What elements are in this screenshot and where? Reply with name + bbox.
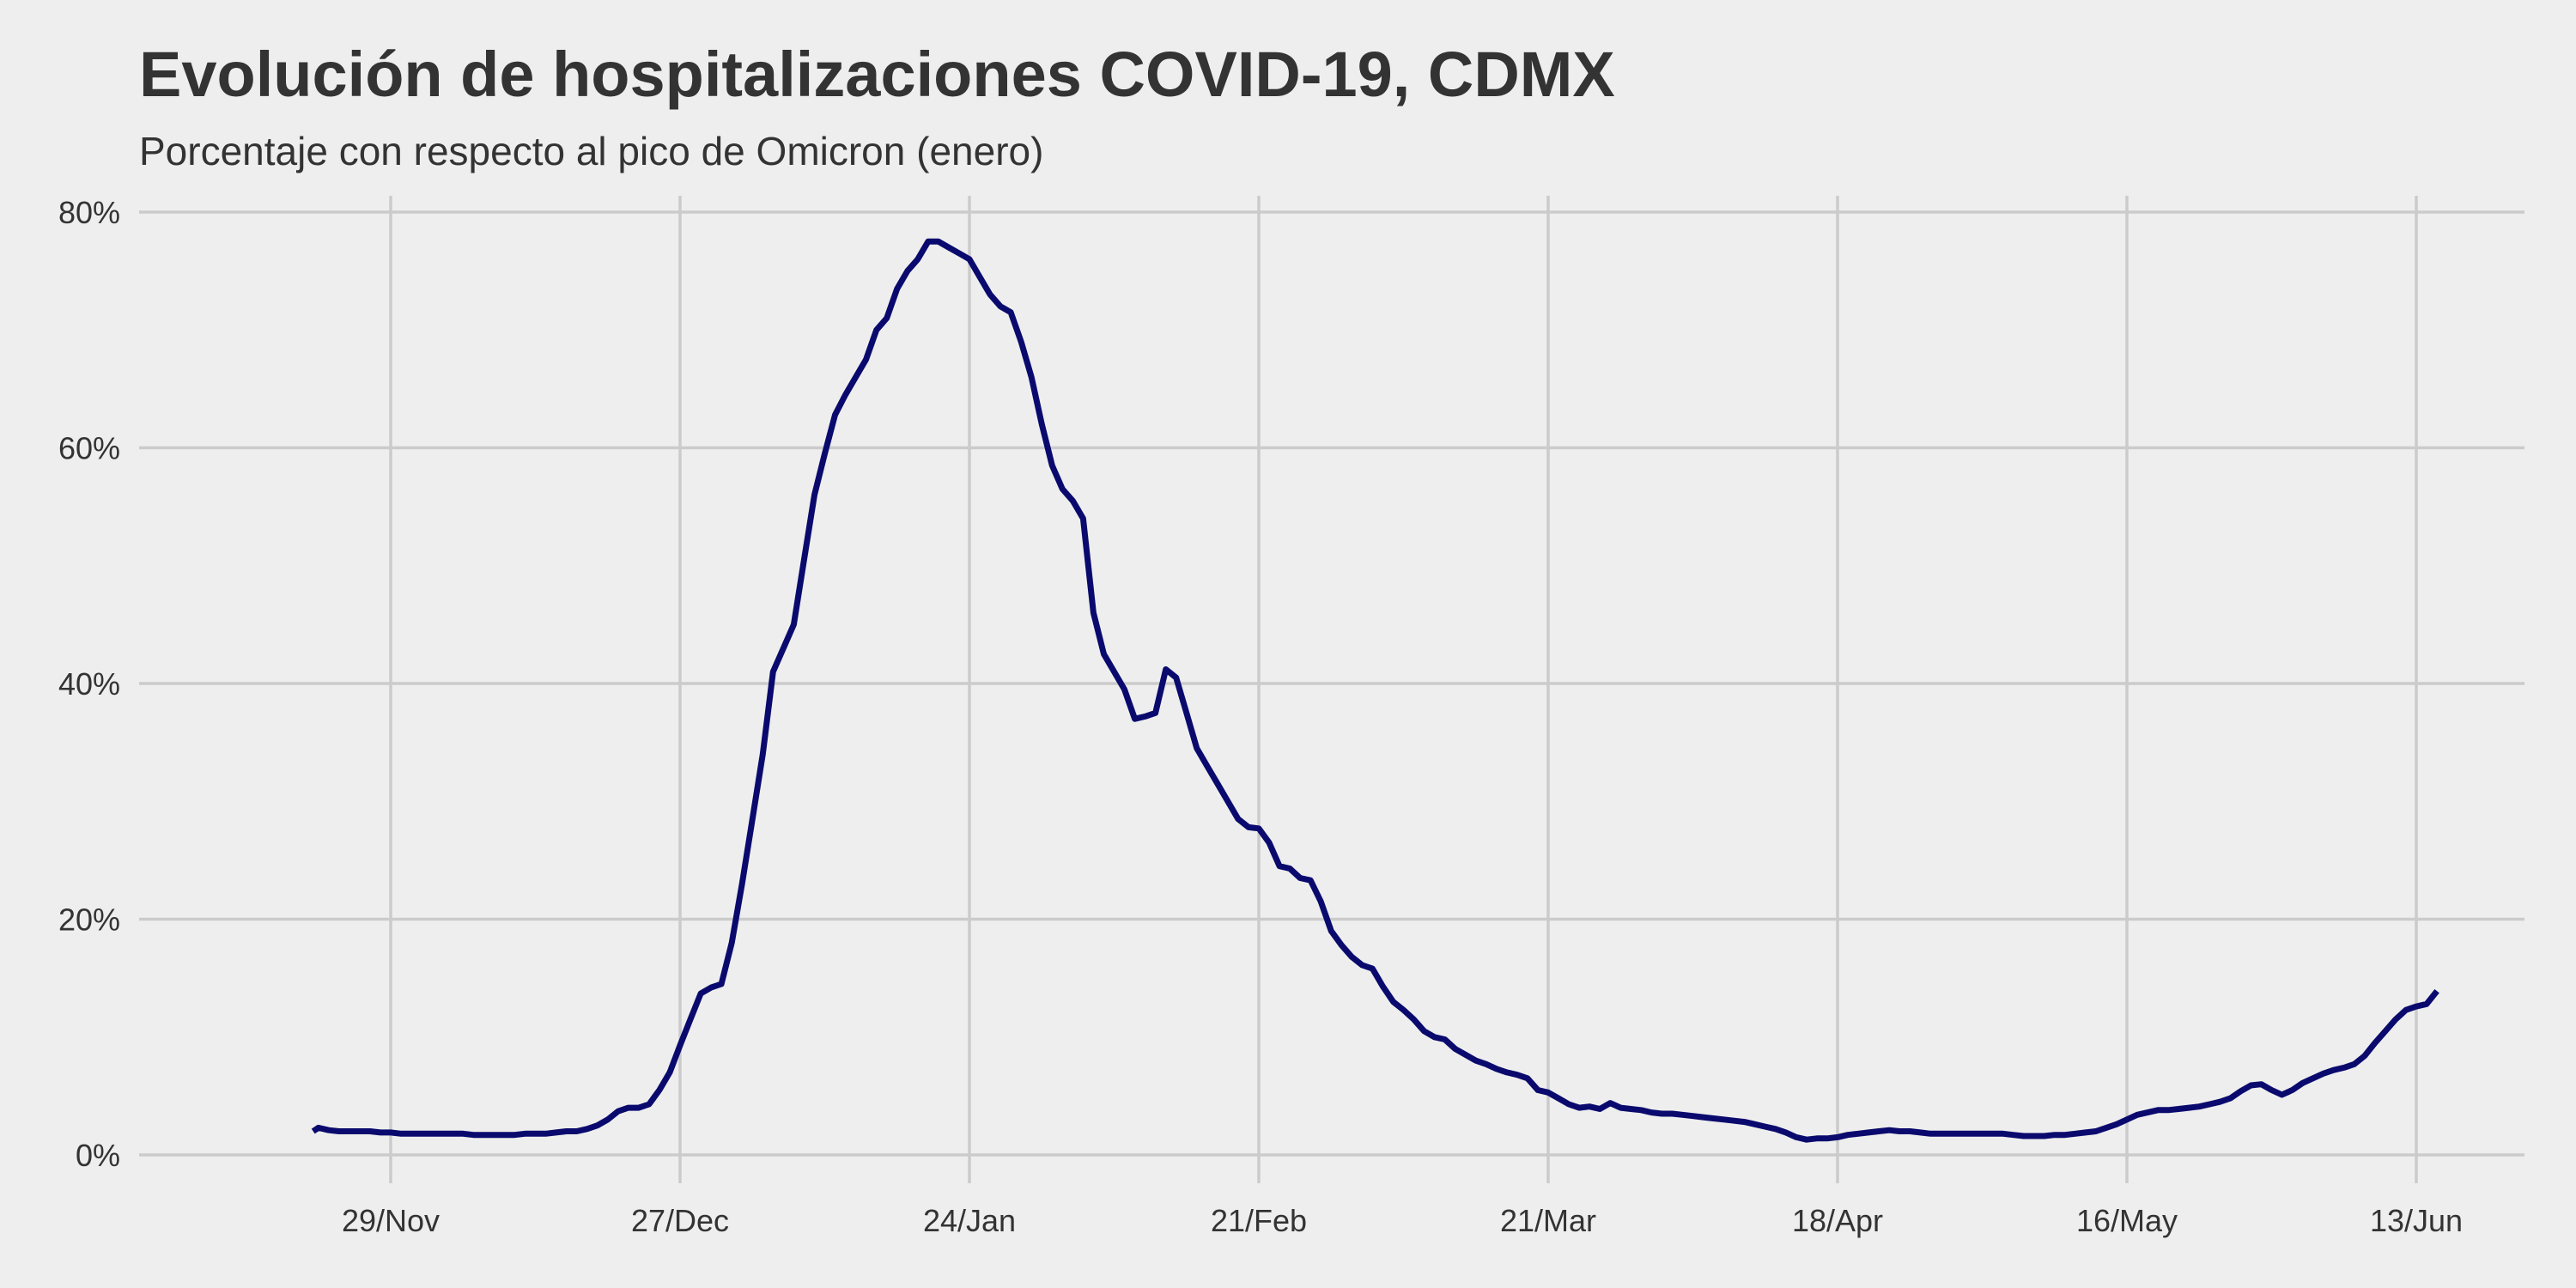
x-tick-label: 21/Mar xyxy=(1500,1203,1596,1238)
x-tick-label: 21/Feb xyxy=(1211,1203,1307,1238)
x-tick-label: 16/May xyxy=(2076,1203,2178,1238)
series-line-hospitalizations xyxy=(311,238,2439,1143)
x-tick-label: 13/Jun xyxy=(2370,1203,2463,1238)
chart-subtitle: Porcentaje con respecto al pico de Omicr… xyxy=(139,129,1043,173)
x-tick-label: 29/Nov xyxy=(342,1203,440,1238)
y-tick-label: 60% xyxy=(58,431,120,466)
y-tick-label: 20% xyxy=(58,902,120,938)
y-tick-label: 40% xyxy=(58,666,120,702)
chart-title: Evolución de hospitalizaciones COVID-19,… xyxy=(139,39,1615,110)
y-tick-label: 0% xyxy=(76,1138,120,1173)
y-tick-label: 80% xyxy=(58,195,120,230)
x-axis-tick-labels: 29/Nov 27/Dec 24/Jan 21/Feb 21/Mar 18/Apr 16/M… xyxy=(342,1203,2463,1238)
x-tick-label: 27/Dec xyxy=(631,1203,729,1238)
x-tick-label: 18/Apr xyxy=(1792,1203,1883,1238)
x-tick-label: 24/Jan xyxy=(923,1203,1016,1238)
series-layer xyxy=(311,238,2439,1143)
x-gridlines xyxy=(389,196,2418,1183)
y-axis-tick-labels: 0% 20% 40% 60% 80% xyxy=(58,195,120,1173)
